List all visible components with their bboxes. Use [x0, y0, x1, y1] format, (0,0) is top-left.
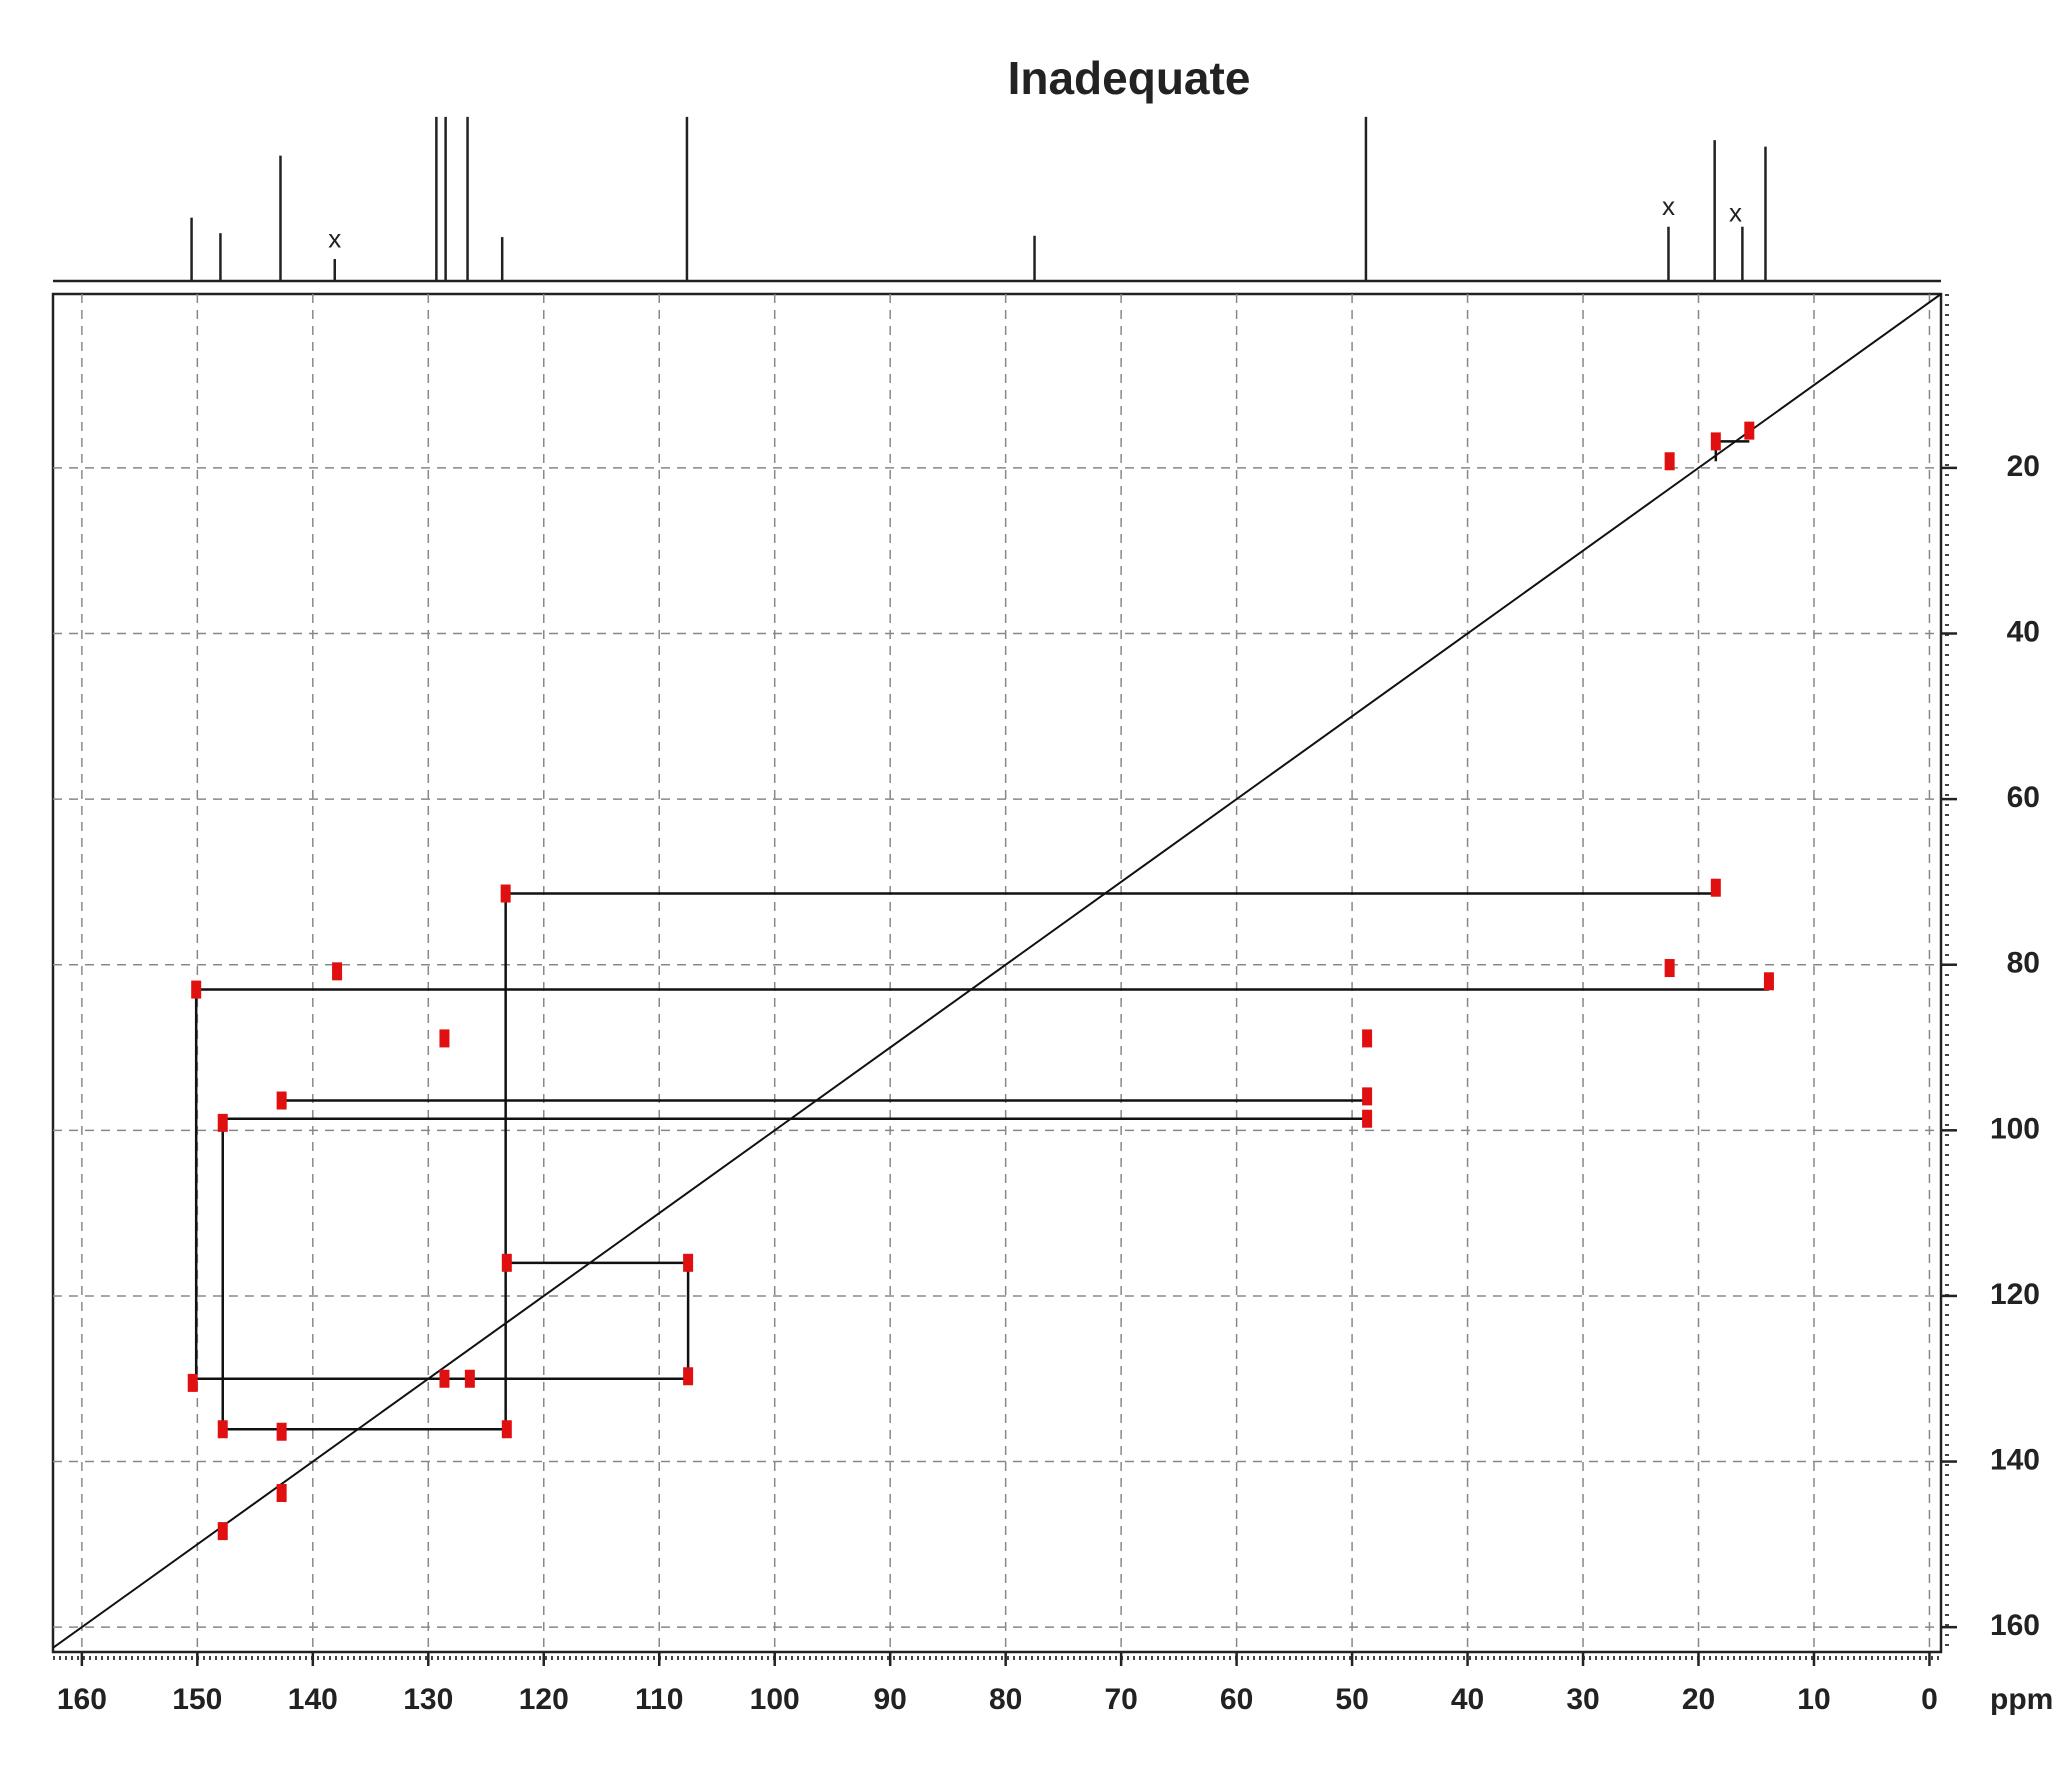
x-tick-label: 60: [1220, 1683, 1253, 1716]
y-tick-label: 60: [2007, 781, 2040, 814]
x-tick-label: 80: [989, 1683, 1022, 1716]
cross-peak: [439, 1369, 450, 1388]
cross-peak: [1664, 959, 1675, 978]
x-tick-label: 140: [288, 1683, 338, 1716]
cross-peak: [439, 1029, 450, 1048]
cross-peak: [500, 884, 511, 903]
cross-peak: [217, 1522, 228, 1541]
x-tick-label: 50: [1335, 1683, 1368, 1716]
cross-peak: [464, 1369, 475, 1388]
cross-peak: [332, 962, 343, 981]
cross-peak: [276, 1091, 287, 1110]
cross-peak: [501, 1253, 512, 1272]
x-tick-label: 20: [1682, 1683, 1715, 1716]
y-tick-label: 40: [2007, 615, 2040, 648]
y-tick-label: 140: [1990, 1443, 2040, 1476]
x-tick-label: 70: [1104, 1683, 1137, 1716]
cross-peak: [1362, 1029, 1373, 1048]
x-tick-label: 130: [403, 1683, 453, 1716]
cross-peak: [1710, 432, 1721, 451]
cross-peak: [217, 1113, 228, 1132]
cross-peak: [1362, 1087, 1373, 1106]
x-tick-label: 100: [750, 1683, 800, 1716]
y-tick-label: 120: [1990, 1278, 2040, 1311]
x-tick-label: 0: [1921, 1683, 1938, 1716]
y-tick-label: 80: [2007, 947, 2040, 980]
cross-peak: [276, 1422, 287, 1441]
x-tick-label: 40: [1451, 1683, 1484, 1716]
cross-peak: [1744, 421, 1755, 440]
diagonal: [52, 293, 1942, 1649]
x-tick-label: 30: [1566, 1683, 1599, 1716]
x-tick-label: 110: [635, 1683, 683, 1716]
cross-peak: [1763, 972, 1774, 991]
cross-peak: [217, 1420, 228, 1439]
x-tick-label: 90: [873, 1683, 906, 1716]
cross-peak: [683, 1253, 694, 1272]
chart-title: Inadequate: [1008, 52, 1251, 104]
cross-peak: [501, 1420, 512, 1439]
y-tick-label: 20: [2007, 450, 2040, 483]
cross-peak: [276, 1484, 287, 1503]
cross-peak: [191, 980, 202, 999]
cross-peak: [683, 1367, 694, 1386]
x-tick-label: 120: [519, 1683, 569, 1716]
y-tick-label: 100: [1990, 1112, 2040, 1145]
x-tick-label: 160: [57, 1683, 107, 1716]
cross-peak: [187, 1373, 198, 1392]
x-tick-label: 150: [172, 1683, 222, 1716]
y-tick-label: 160: [1990, 1609, 2040, 1642]
cross-peak: [1710, 878, 1721, 897]
cross-peak: [1664, 452, 1675, 471]
x-axis-unit: ppm: [1990, 1683, 2053, 1716]
peak-annotation: x: [328, 223, 341, 253]
cross-peak: [1362, 1109, 1373, 1128]
x-tick-label: 10: [1797, 1683, 1830, 1716]
peak-annotation: x: [1729, 198, 1742, 228]
plot-frame: [51, 292, 1943, 1654]
peak-annotation: x: [1662, 191, 1675, 221]
